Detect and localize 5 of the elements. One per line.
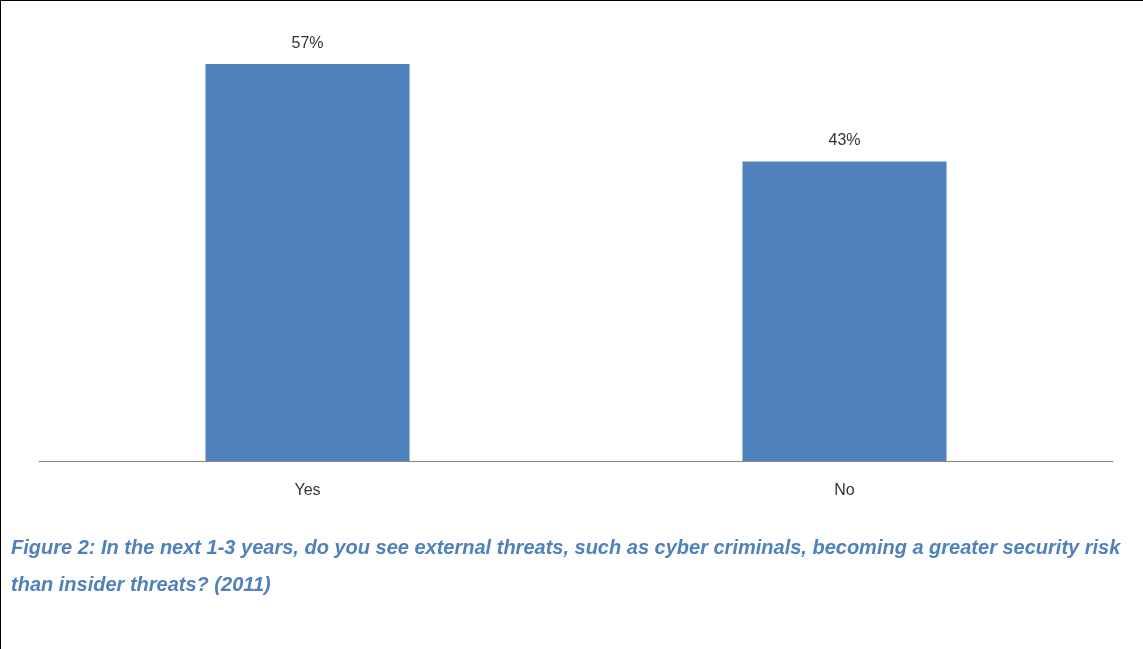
x-tick-label: No xyxy=(834,480,855,498)
data-label: 57% xyxy=(291,33,324,51)
data-label: 43% xyxy=(828,131,861,149)
caption: Figure 2: In the next 1-3 years, do you see external threats, such as cyber criminals, becoming a greater security risk than insider threats? (2011) xyxy=(11,535,1121,597)
x-tick-label: Yes xyxy=(294,480,321,498)
